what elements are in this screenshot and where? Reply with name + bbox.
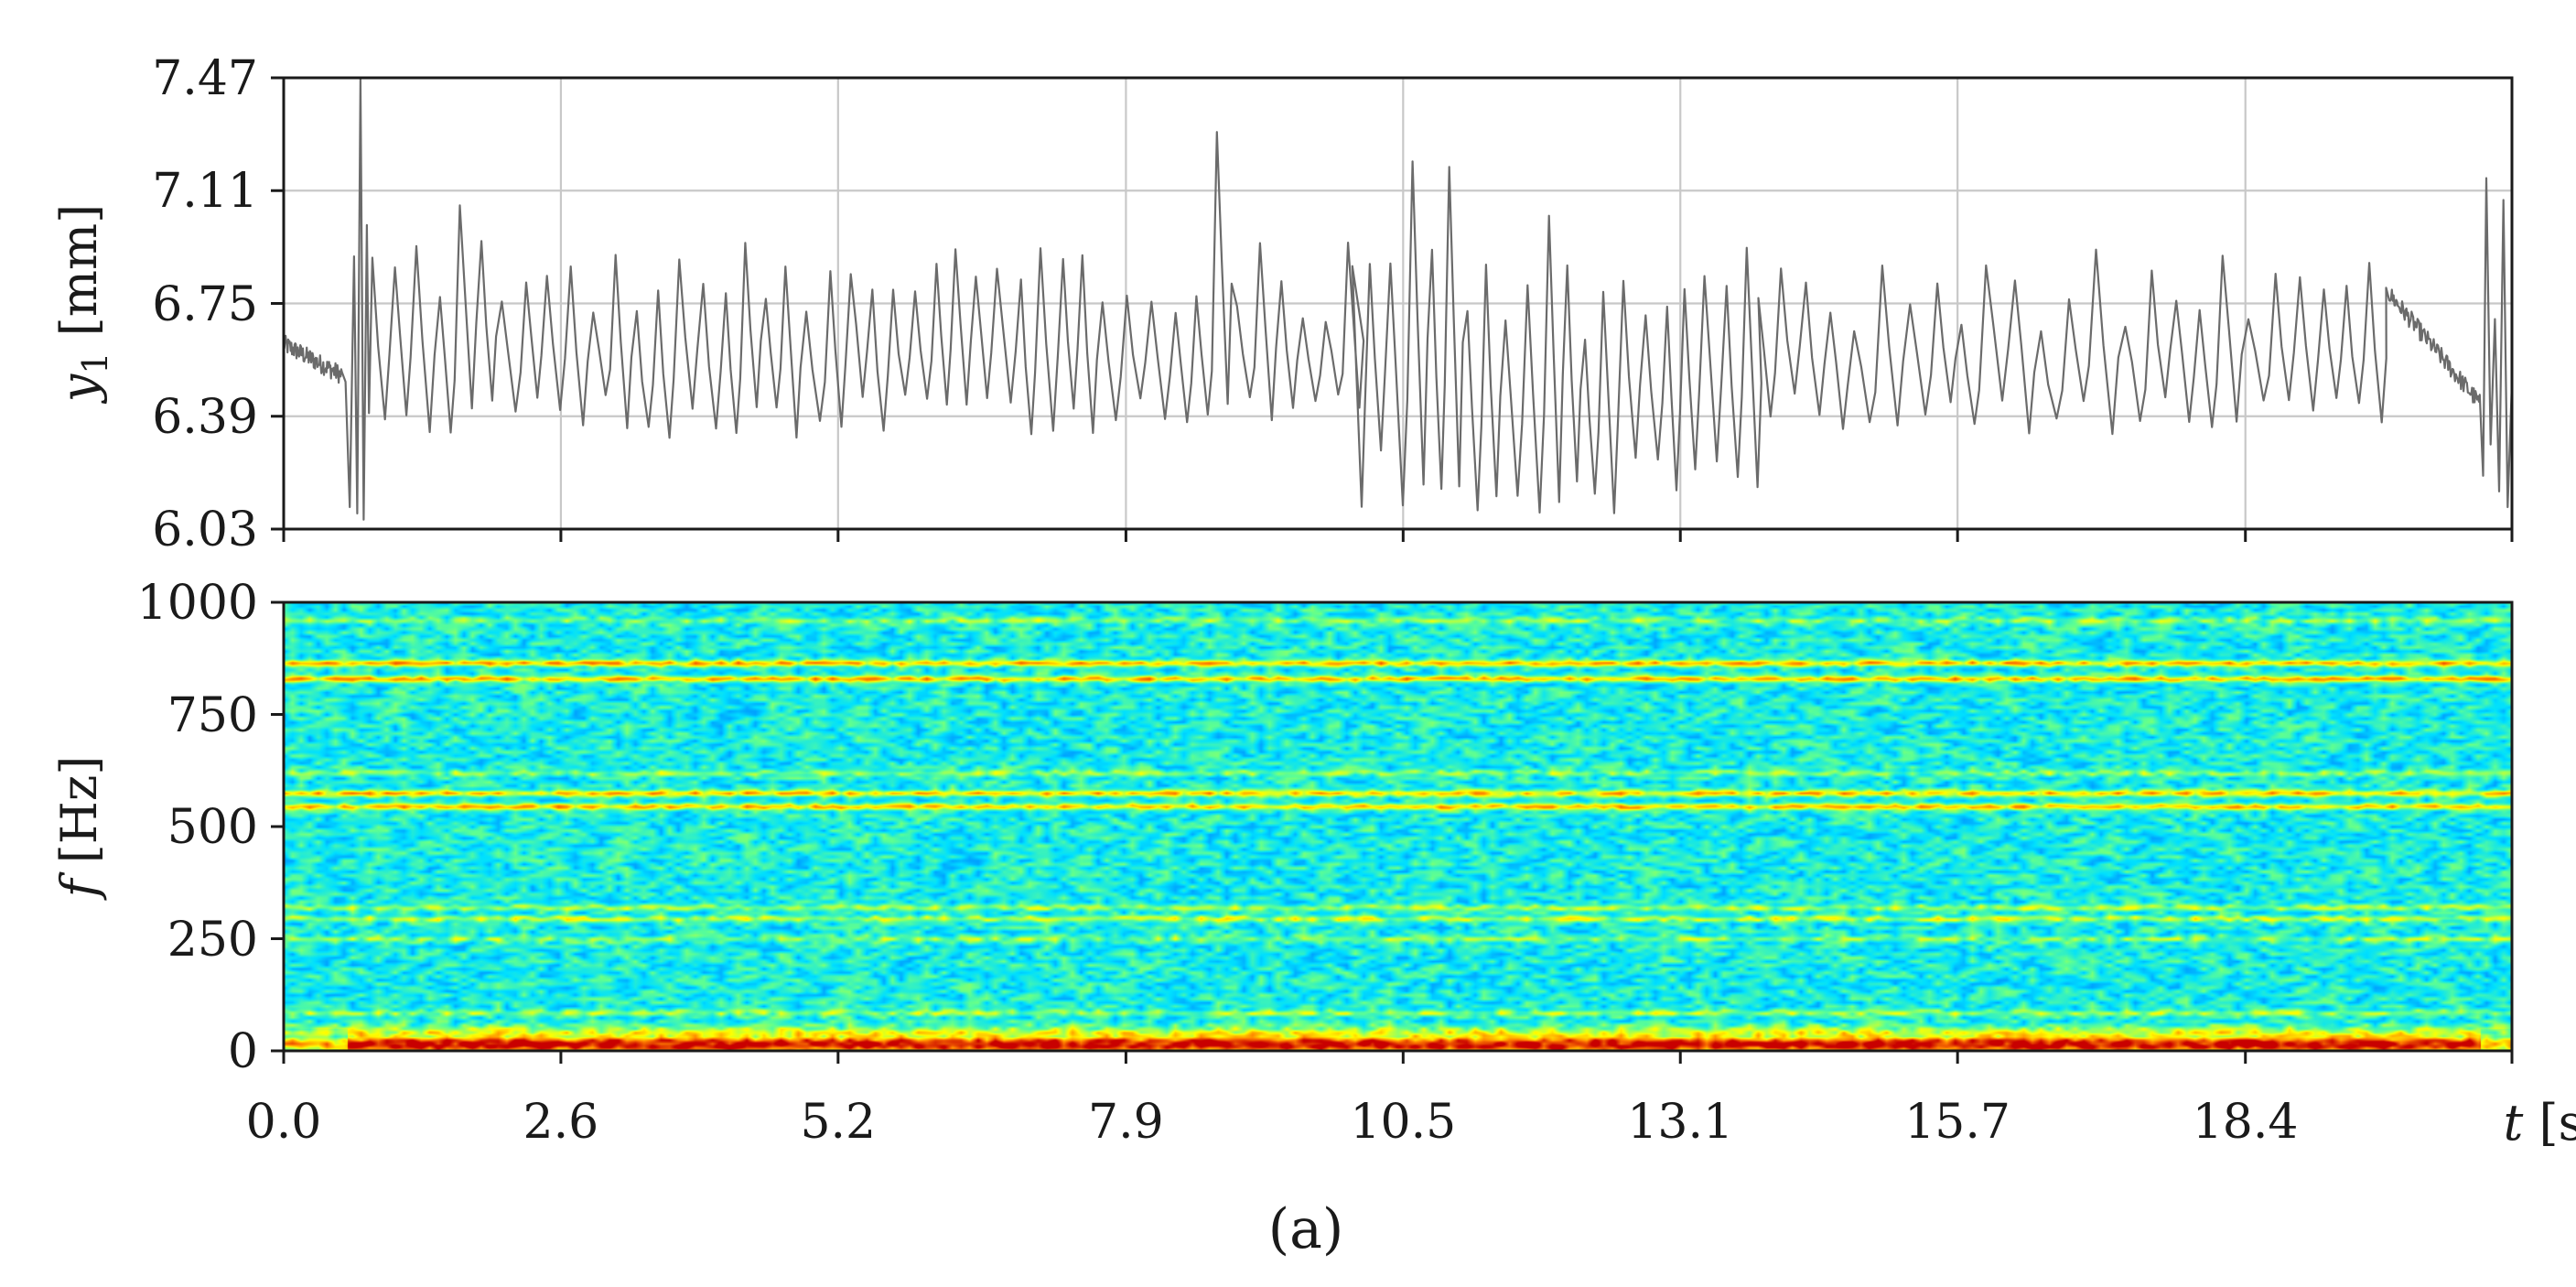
top-xticks (282, 529, 2514, 542)
bottom-xtick-label-6: 15.7 (1904, 1095, 2010, 1150)
figure-caption: (a) (1268, 1197, 1344, 1261)
bottom-xticks (282, 1051, 2514, 1064)
spectrogram-container (284, 602, 2512, 1051)
bottom-xtick-label-2: 5.2 (800, 1095, 876, 1150)
top-ytick-label-3: 7.11 (152, 164, 258, 219)
top-ylabel-subscript: 1 (75, 352, 115, 374)
top-ytick-label-0: 6.03 (152, 503, 258, 557)
signal-line (282, 76, 2514, 521)
bottom-yticks: 0 250 500 750 1000 (137, 576, 284, 1079)
top-ylabel: y1 [mm] (50, 204, 115, 404)
top-ytick-label-4: 7.47 (152, 51, 258, 106)
bottom-xtick-label-4: 10.5 (1350, 1095, 1456, 1150)
bottom-ylabel: f [Hz] (50, 756, 108, 902)
bottom-xtick-label-0: 0.0 (246, 1095, 322, 1150)
bottom-ytick-label-4: 1000 (137, 576, 258, 631)
bottom-xtick-label-1: 2.6 (523, 1095, 599, 1150)
bottom-ylabel-unit: [Hz] (50, 756, 108, 880)
bottom-xtick-label-5: 13.1 (1627, 1095, 1733, 1150)
bottom-ytick-label-1: 250 (167, 913, 258, 968)
bottom-panel: 0 250 500 750 1000 0.0 2.6 5.2 7.9 10.5 … (50, 576, 2576, 1152)
top-ytick-label-1: 6.39 (152, 390, 258, 445)
top-ylabel-symbol: y (50, 373, 108, 404)
top-ylabel-unit: [mm] (50, 204, 108, 352)
top-ytick-label-2: 6.75 (152, 277, 258, 332)
bottom-xtick-label-7: 18.4 (2193, 1095, 2299, 1150)
bottom-xtick-label-3: 7.9 (1088, 1095, 1164, 1150)
bottom-xtick-labels: 0.0 2.6 5.2 7.9 10.5 13.1 15.7 18.4 (246, 1095, 2299, 1150)
bottom-ytick-label-0: 0 (228, 1024, 258, 1079)
bottom-xlabel-unit: [s] (2523, 1094, 2576, 1152)
bottom-xlabel-symbol: t (2504, 1094, 2524, 1152)
top-yticks: 6.03 6.39 6.75 7.11 7.47 (152, 51, 284, 557)
bottom-ytick-label-2: 500 (167, 800, 258, 855)
top-panel: 6.03 6.39 6.75 7.11 7.47 y1 [mm] (50, 51, 2514, 557)
bottom-xlabel: t [s] (2504, 1094, 2576, 1152)
spectrogram (284, 602, 2512, 1051)
bottom-ytick-label-3: 750 (167, 688, 258, 743)
